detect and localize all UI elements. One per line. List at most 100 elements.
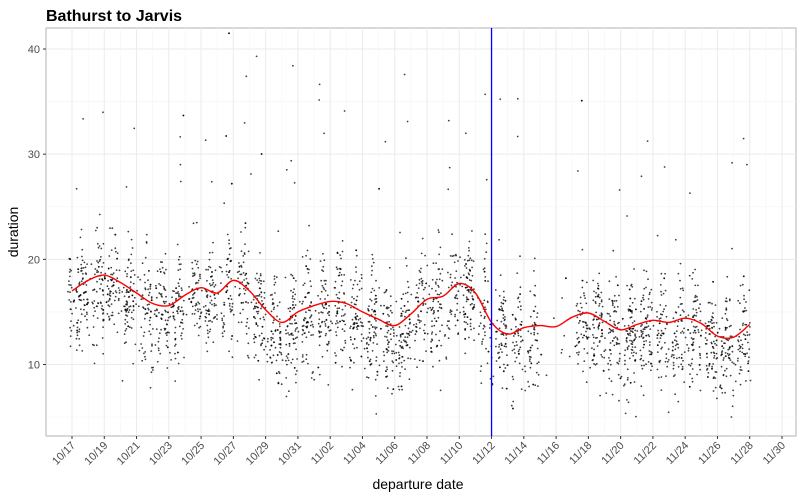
data-point xyxy=(303,317,306,319)
data-point xyxy=(287,307,290,310)
data-point xyxy=(748,348,751,350)
data-point xyxy=(647,278,649,281)
data-point xyxy=(271,361,273,364)
data-point xyxy=(335,322,337,325)
data-point xyxy=(404,311,407,313)
data-point xyxy=(128,306,131,308)
data-point xyxy=(629,305,631,307)
data-point xyxy=(714,386,717,389)
data-point xyxy=(342,314,345,317)
data-point xyxy=(129,305,132,308)
data-point xyxy=(301,341,304,343)
data-point xyxy=(664,289,667,292)
data-point xyxy=(69,301,72,303)
data-point xyxy=(516,97,519,100)
data-point xyxy=(385,348,388,350)
data-point xyxy=(649,306,652,308)
data-point xyxy=(640,331,643,333)
data-point xyxy=(697,329,700,331)
data-point xyxy=(409,321,411,324)
data-point xyxy=(405,257,407,260)
data-point xyxy=(279,338,282,341)
data-point xyxy=(408,318,411,321)
data-point xyxy=(498,346,500,348)
data-point xyxy=(270,330,273,333)
data-point xyxy=(465,321,467,324)
data-point xyxy=(259,279,261,282)
data-point xyxy=(82,272,84,275)
data-point xyxy=(724,342,726,345)
data-point xyxy=(506,354,508,356)
data-point xyxy=(181,318,184,321)
data-point xyxy=(317,294,319,297)
data-point xyxy=(643,343,645,346)
data-point xyxy=(78,328,81,331)
data-point xyxy=(681,330,684,333)
data-point xyxy=(631,286,634,288)
data-point xyxy=(499,348,502,350)
data-point xyxy=(715,339,718,342)
data-point xyxy=(310,320,313,323)
data-point xyxy=(728,325,731,328)
data-point xyxy=(677,320,680,323)
data-point xyxy=(604,337,606,339)
data-point xyxy=(479,311,482,314)
data-point xyxy=(435,320,438,323)
data-point xyxy=(437,229,440,231)
data-point xyxy=(229,260,232,263)
data-point xyxy=(368,305,370,307)
data-point xyxy=(643,287,646,290)
data-point xyxy=(243,253,246,256)
data-point xyxy=(70,320,72,322)
data-point xyxy=(471,230,473,232)
data-point xyxy=(343,293,346,295)
data-point xyxy=(480,382,483,384)
data-point xyxy=(126,273,128,275)
data-point xyxy=(260,296,263,298)
data-point xyxy=(398,354,401,357)
data-point xyxy=(585,302,588,305)
data-point xyxy=(363,367,366,370)
data-point xyxy=(277,370,280,373)
data-point xyxy=(260,153,263,155)
data-point xyxy=(479,370,482,372)
data-point xyxy=(420,252,423,255)
data-point xyxy=(585,381,588,384)
data-point xyxy=(659,284,662,286)
data-point xyxy=(693,329,696,332)
data-point xyxy=(161,266,164,269)
data-point xyxy=(438,278,441,281)
data-point xyxy=(398,388,401,391)
data-point xyxy=(484,315,486,318)
data-point xyxy=(360,355,363,358)
data-point xyxy=(613,337,615,339)
data-point xyxy=(96,269,98,272)
data-point xyxy=(729,374,732,377)
data-point xyxy=(728,347,731,350)
data-point xyxy=(79,236,82,239)
data-point xyxy=(336,320,338,322)
data-point xyxy=(453,254,455,257)
data-point xyxy=(482,302,484,305)
data-point xyxy=(108,298,111,301)
data-point xyxy=(274,330,277,332)
data-point xyxy=(579,302,582,305)
data-point xyxy=(617,362,620,365)
data-point xyxy=(261,300,263,302)
data-point xyxy=(520,388,523,390)
data-point xyxy=(747,360,750,363)
data-point xyxy=(155,328,158,331)
data-point xyxy=(610,329,613,332)
data-point xyxy=(343,320,345,323)
data-point xyxy=(711,346,714,348)
data-point xyxy=(197,334,200,337)
data-point xyxy=(295,280,297,282)
data-point xyxy=(388,266,391,269)
data-point xyxy=(165,300,167,303)
data-point xyxy=(132,269,135,272)
data-point xyxy=(307,309,310,311)
data-point xyxy=(254,317,256,320)
data-point xyxy=(744,323,747,326)
data-point xyxy=(470,259,473,262)
data-point xyxy=(172,305,174,308)
